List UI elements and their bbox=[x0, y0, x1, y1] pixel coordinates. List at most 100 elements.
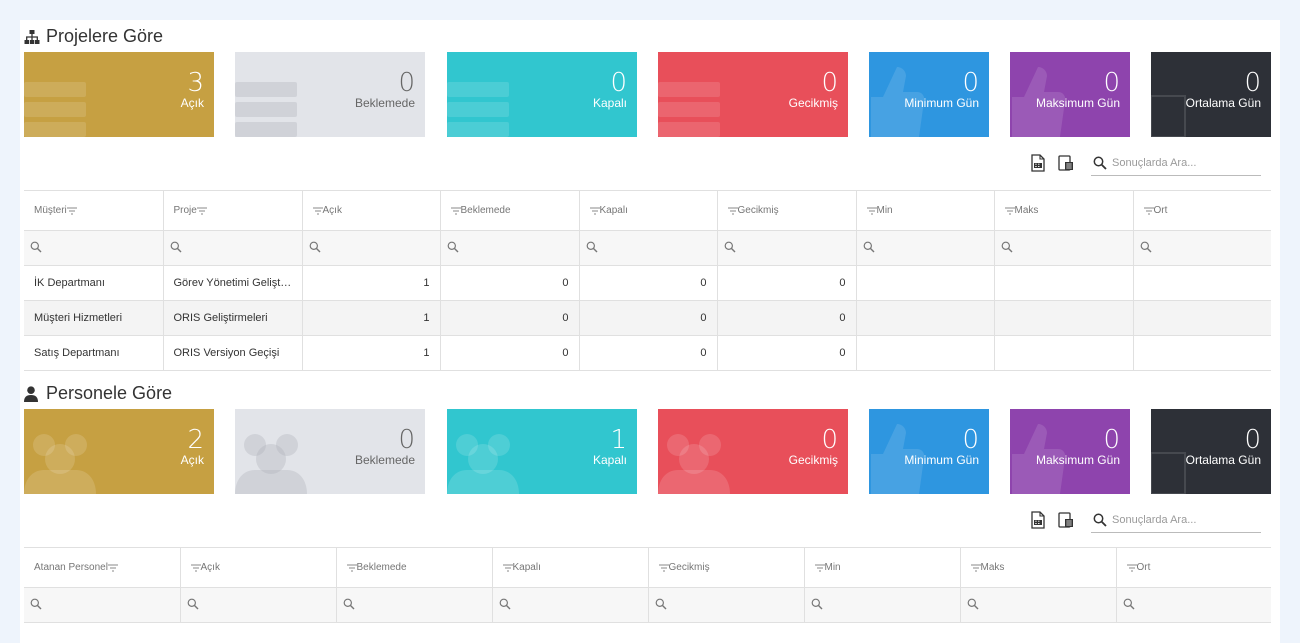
table-cell bbox=[994, 265, 1134, 301]
column-header-label: Min bbox=[876, 205, 893, 216]
column-filter-cell[interactable] bbox=[648, 587, 805, 623]
filter-icon[interactable] bbox=[970, 563, 981, 572]
table-cell: 0 bbox=[579, 265, 718, 301]
table-cell: ORIS Geliştirmeleri bbox=[163, 300, 303, 336]
projects-tile-beklemede[interactable]: 0 Beklemede bbox=[235, 52, 425, 137]
column-filter-cell[interactable] bbox=[1116, 587, 1271, 623]
projects-tile-ortalama[interactable]: 0 Ortalama Gün bbox=[1151, 52, 1271, 137]
filter-icon[interactable] bbox=[814, 563, 825, 572]
column-header[interactable]: Gecikmiş bbox=[648, 547, 805, 588]
filter-icon[interactable] bbox=[190, 563, 201, 572]
personnel-tile-gecikmis[interactable]: 0 Gecikmiş bbox=[658, 409, 848, 494]
table-row[interactable]: Müşteri Hizmetleri ORIS Geliştirmeleri 1 0 0… bbox=[24, 300, 1271, 336]
column-header[interactable]: Ort bbox=[1133, 190, 1271, 231]
column-header[interactable]: Kapalı bbox=[579, 190, 718, 231]
filter-icon[interactable] bbox=[866, 206, 877, 215]
projects-tile-kapali[interactable]: 0 Kapalı bbox=[447, 52, 637, 137]
tile-value: 2 bbox=[187, 425, 204, 455]
column-header-label: Beklemede bbox=[356, 562, 407, 573]
column-filter-cell[interactable] bbox=[579, 230, 718, 266]
search-icon bbox=[863, 241, 875, 253]
filter-icon[interactable] bbox=[66, 206, 77, 215]
projects-title-text: Projelere Göre bbox=[46, 26, 164, 46]
projects-tile-gecikmis[interactable]: 0 Gecikmiş bbox=[658, 52, 848, 137]
filter-icon[interactable] bbox=[589, 206, 600, 215]
search-icon bbox=[187, 598, 199, 610]
column-filter-cell[interactable] bbox=[994, 230, 1134, 266]
table-row[interactable]: Satış Departmanı ORIS Versiyon Geçişi 1 0 0 0 bbox=[24, 335, 1271, 371]
personnel-tile-acik[interactable]: 2 Açık bbox=[24, 409, 214, 494]
square-icon bbox=[1151, 95, 1186, 137]
column-header-label: Gecikmiş bbox=[737, 205, 779, 216]
projects-search-input[interactable] bbox=[1110, 156, 1259, 170]
column-filter-cell[interactable] bbox=[180, 587, 337, 623]
column-filter-cell[interactable] bbox=[1133, 230, 1271, 266]
column-filter-cell[interactable] bbox=[336, 587, 493, 623]
export-excel-icon[interactable] bbox=[1057, 154, 1075, 172]
filter-icon[interactable] bbox=[346, 563, 357, 572]
projects-tile-maksimum[interactable]: 0 Maksimum Gün bbox=[1010, 52, 1130, 137]
filter-icon[interactable] bbox=[502, 563, 513, 572]
column-header[interactable]: Maks bbox=[994, 190, 1134, 231]
filter-icon[interactable] bbox=[1126, 563, 1137, 572]
column-header[interactable]: Proje bbox=[163, 190, 303, 231]
table-cell: 0 bbox=[579, 300, 718, 336]
column-header[interactable]: Beklemede bbox=[336, 547, 493, 588]
projects-tile-minimum[interactable]: 0 Minimum Gün bbox=[869, 52, 989, 137]
column-header[interactable]: Atanan Personel bbox=[24, 547, 181, 588]
personnel-tile-kapali[interactable]: 1 Kapalı bbox=[447, 409, 637, 494]
column-filter-cell[interactable] bbox=[804, 587, 961, 623]
column-header-label: Ort bbox=[1153, 205, 1168, 216]
column-filter-cell[interactable] bbox=[856, 230, 995, 266]
column-filter-cell[interactable] bbox=[717, 230, 857, 266]
column-filter-cell[interactable] bbox=[492, 587, 649, 623]
personnel-toolbar bbox=[1021, 508, 1280, 534]
table-cell: 0 bbox=[717, 300, 857, 336]
column-filter-cell[interactable] bbox=[960, 587, 1117, 623]
tile-value: 0 bbox=[398, 68, 415, 98]
filter-icon[interactable] bbox=[196, 206, 207, 215]
tile-label: Beklemede bbox=[354, 96, 415, 110]
personnel-search-input[interactable] bbox=[1110, 513, 1259, 527]
personnel-tile-beklemede[interactable]: 0 Beklemede bbox=[235, 409, 425, 494]
column-header[interactable]: Min bbox=[804, 547, 961, 588]
personnel-tile-maksimum[interactable]: 0 Maksimum Gün bbox=[1010, 409, 1130, 494]
column-header[interactable]: Açık bbox=[180, 547, 337, 588]
table-cell: 0 bbox=[579, 335, 718, 371]
table-cell: Satış Departmanı bbox=[24, 335, 164, 371]
projects-search-box[interactable] bbox=[1091, 151, 1261, 176]
column-header[interactable]: Min bbox=[856, 190, 995, 231]
personnel-search-box[interactable] bbox=[1091, 508, 1261, 533]
column-header[interactable]: Açık bbox=[302, 190, 441, 231]
projects-stat-tiles: 3 Açık 0 Beklemede 0 Kapalı 0 Gecikmiş 0… bbox=[24, 52, 1271, 137]
users-icon bbox=[447, 434, 519, 494]
filter-icon[interactable] bbox=[312, 206, 323, 215]
filter-icon[interactable] bbox=[107, 563, 118, 572]
filter-icon[interactable] bbox=[727, 206, 738, 215]
column-header[interactable]: Kapalı bbox=[492, 547, 649, 588]
column-filter-cell[interactable] bbox=[24, 587, 181, 623]
column-filter-cell[interactable] bbox=[440, 230, 580, 266]
personnel-tile-ortalama[interactable]: 0 Ortalama Gün bbox=[1151, 409, 1271, 494]
export-excel-icon[interactable] bbox=[1057, 511, 1075, 529]
column-filter-cell[interactable] bbox=[163, 230, 303, 266]
export-pdf-icon[interactable] bbox=[1029, 154, 1047, 172]
column-header[interactable]: Beklemede bbox=[440, 190, 580, 231]
column-filter-cell[interactable] bbox=[302, 230, 441, 266]
tile-value: 0 bbox=[1103, 68, 1120, 98]
filter-icon[interactable] bbox=[1143, 206, 1154, 215]
column-filter-cell[interactable] bbox=[24, 230, 164, 266]
tile-value: 0 bbox=[821, 425, 838, 455]
projects-tile-acik[interactable]: 3 Açık bbox=[24, 52, 214, 137]
filter-icon[interactable] bbox=[450, 206, 461, 215]
export-pdf-icon[interactable] bbox=[1029, 511, 1047, 529]
filter-icon[interactable] bbox=[1004, 206, 1015, 215]
projects-section-title: Projelere Göre bbox=[24, 26, 163, 47]
column-header[interactable]: Gecikmiş bbox=[717, 190, 857, 231]
column-header[interactable]: Müşteri bbox=[24, 190, 164, 231]
personnel-tile-minimum[interactable]: 0 Minimum Gün bbox=[869, 409, 989, 494]
column-header[interactable]: Ort bbox=[1116, 547, 1271, 588]
filter-icon[interactable] bbox=[658, 563, 669, 572]
column-header[interactable]: Maks bbox=[960, 547, 1117, 588]
